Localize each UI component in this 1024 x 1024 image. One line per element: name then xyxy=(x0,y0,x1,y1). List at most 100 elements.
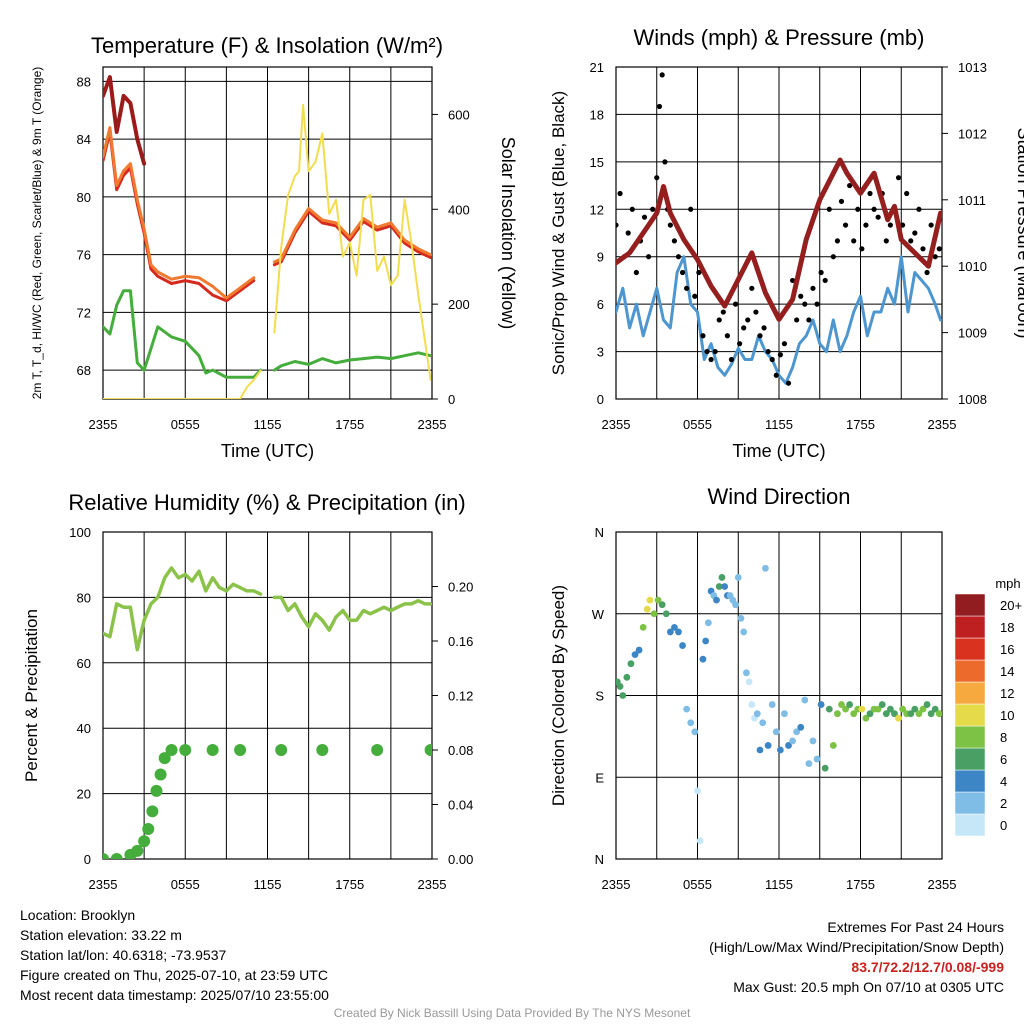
gust-point xyxy=(822,277,828,284)
gust-point xyxy=(741,325,747,331)
gust-point xyxy=(859,246,865,252)
wind-direction-point xyxy=(895,714,902,722)
y2-tick-label: 1010 xyxy=(958,259,987,274)
y2-tick-label: 0.20 xyxy=(448,580,473,595)
y-axis-label: Sonic/Prop Wind & Gust (Blue, Black) xyxy=(549,91,568,375)
series-line-relative-humidity xyxy=(103,566,432,652)
y2-tick-label: 0.12 xyxy=(448,689,473,704)
series-line-hi-wc xyxy=(103,75,147,166)
colorbar-label: 14 xyxy=(1000,664,1014,679)
wind-direction-point xyxy=(858,705,866,713)
extremes-values: 83.7/72.2/12.7/0.08/-999 xyxy=(851,959,1004,975)
series-line-2m-t xyxy=(103,130,432,303)
gust-point xyxy=(625,230,631,236)
precip-point xyxy=(234,744,247,756)
y-tick-label: S xyxy=(595,689,604,704)
wind-direction-point xyxy=(737,614,745,622)
x-tick-label: 2355 xyxy=(602,417,631,432)
wind-direction-point xyxy=(715,583,723,590)
y-axis-label: Direction (Colored By Speed) xyxy=(549,585,568,806)
wind-direction-point xyxy=(907,710,915,718)
gust-point xyxy=(757,333,763,339)
wind-direction-point xyxy=(797,723,805,731)
x-tick-label: 2355 xyxy=(928,417,957,432)
colorbar-swatch xyxy=(954,593,986,617)
panel-2-series xyxy=(103,566,432,859)
wind-direction-point xyxy=(850,710,858,718)
wind-direction-point xyxy=(882,710,890,718)
gust-point xyxy=(847,182,853,189)
panel-1-frame xyxy=(615,66,943,400)
x-tick-label: 2355 xyxy=(602,877,631,892)
gust-point xyxy=(728,356,735,363)
gust-point xyxy=(932,254,938,260)
x-tick-label: 2355 xyxy=(89,877,118,892)
gust-point xyxy=(838,198,845,204)
y-tick-label: 6 xyxy=(597,297,604,312)
gust-point xyxy=(936,246,942,252)
y2-tick-label: 200 xyxy=(448,297,470,312)
precip-point xyxy=(142,823,155,836)
colorbar-swatch xyxy=(954,659,986,683)
wind-direction-point xyxy=(789,737,796,745)
y2-tick-label: 1013 xyxy=(958,60,987,75)
wind-direction-point xyxy=(862,714,870,722)
wind-direction-point xyxy=(793,728,801,736)
gust-point xyxy=(810,285,816,291)
panel-2-title: Relative Humidity (%) & Precipitation (i… xyxy=(68,490,465,515)
gust-point xyxy=(761,325,767,331)
y2-tick-label: 0.08 xyxy=(448,743,473,758)
y-axis-label: 2m T, T_d, HI/WC (Red, Green, Scarlet/Bl… xyxy=(30,67,44,400)
gust-point xyxy=(851,238,857,244)
wind-direction-point xyxy=(801,696,809,704)
colorbar-swatch xyxy=(954,637,986,661)
gust-point xyxy=(826,206,832,212)
x-tick-label: 1755 xyxy=(335,877,364,892)
y-tick-label: 18 xyxy=(590,107,604,122)
colorbar-label: 10 xyxy=(1000,708,1014,723)
x-tick-label: 2355 xyxy=(928,877,957,892)
panel-1-grid xyxy=(615,66,943,400)
precip-point xyxy=(150,784,163,797)
precip-point xyxy=(316,744,329,756)
y-tick-label: N xyxy=(595,525,604,540)
extremes-info: Extremes For Past 24 Hours (High/Low/Max… xyxy=(709,917,1004,997)
wind-direction-point xyxy=(923,701,931,708)
y2-tick-label: 1012 xyxy=(958,126,987,141)
x-tick-label: 2355 xyxy=(418,417,447,432)
colorbar-label: 0 xyxy=(1000,818,1007,833)
panel-0-frame xyxy=(102,66,433,400)
wind-direction-point xyxy=(817,701,825,708)
y2-tick-label: 1009 xyxy=(958,326,987,341)
gust-point xyxy=(716,317,722,323)
x-axis-label: Time (UTC) xyxy=(732,441,825,461)
wind-direction-point xyxy=(675,628,682,636)
wind-direction-point xyxy=(654,596,662,604)
wind-direction-point xyxy=(759,719,767,727)
y-tick-label: W xyxy=(592,607,605,622)
colorbar-label: 6 xyxy=(1000,752,1007,767)
elevation-text: Station elevation: 33.22 m xyxy=(20,927,182,943)
panel-0-title: Temperature (F) & Insolation (W/m²) xyxy=(91,33,443,58)
gust-point xyxy=(712,348,718,355)
gust-point xyxy=(802,301,808,307)
wind-direction-point xyxy=(745,678,753,686)
wind-direction-point xyxy=(821,764,829,772)
gust-point xyxy=(650,206,656,212)
wind-direction-point xyxy=(732,601,739,609)
y-tick-label: 60 xyxy=(77,656,91,671)
wind-direction-point xyxy=(704,619,712,627)
gust-point xyxy=(696,269,702,276)
colorbar-swatch xyxy=(954,703,986,727)
y-axis-label: Percent & Precipitation xyxy=(22,609,41,782)
wind-direction-point xyxy=(886,705,894,713)
colorbar-label: 20+ xyxy=(1000,598,1022,613)
y2-tick-label: 600 xyxy=(448,107,470,122)
precip-point xyxy=(206,744,219,756)
wind-direction-point xyxy=(740,628,748,636)
gust-point xyxy=(830,254,836,260)
gust-point xyxy=(692,293,698,299)
station-info: Location: Brooklyn Station elevation: 33… xyxy=(20,905,329,1005)
credit-text: Created By Nick Bassill Using Data Provi… xyxy=(333,1006,691,1020)
